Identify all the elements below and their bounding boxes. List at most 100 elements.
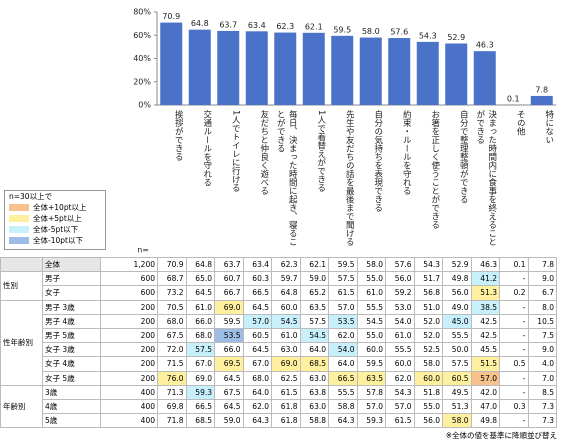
bar xyxy=(530,95,553,105)
bar xyxy=(445,43,468,105)
table-cell: - xyxy=(499,271,529,287)
table-cell: 52.9 xyxy=(442,256,472,273)
table-cell: 65.0 xyxy=(185,271,215,287)
table-cell: 61.0 xyxy=(356,285,386,301)
row-n: 200 xyxy=(100,370,158,386)
table-cell: 61.8 xyxy=(271,413,301,429)
row-label: 3歳 xyxy=(42,384,101,400)
table-cell: 57.5 xyxy=(442,356,472,372)
bar xyxy=(473,51,496,105)
table-cell: 59.5 xyxy=(328,256,358,273)
table-cell: 64.3 xyxy=(242,413,272,429)
table-cell: 59.7 xyxy=(271,271,301,287)
category-label: 自分の気持ちを表現できる xyxy=(372,110,383,212)
table-cell: 67.5 xyxy=(157,327,187,344)
bar xyxy=(302,32,325,106)
table-cell: 51.3 xyxy=(442,398,472,415)
table-cell: 61.8 xyxy=(271,398,301,415)
y-tick-label: 60% xyxy=(133,31,151,40)
table-cell: 7.3 xyxy=(527,413,557,429)
table-cell: 46.3 xyxy=(470,256,500,273)
table-cell: 69.0 xyxy=(185,370,215,386)
table-cell: 63.8 xyxy=(299,384,329,400)
table-cell: 59.3 xyxy=(185,384,215,400)
row-group: 性年齢別 xyxy=(0,299,43,386)
table-cell: 61.5 xyxy=(328,285,358,301)
table-cell: 65.2 xyxy=(299,285,329,301)
table-cell: 57.5 xyxy=(185,342,215,358)
table-cell: 55.0 xyxy=(356,327,386,344)
table-cell: 70.9 xyxy=(157,256,187,273)
table-cell: 54.5 xyxy=(299,327,329,344)
table-cell: 62.0 xyxy=(328,327,358,344)
table-cell: - xyxy=(499,413,529,429)
table-cell: 51.8 xyxy=(413,384,443,400)
category-label: 約束・ルールを守れる xyxy=(401,110,412,195)
data-table: 全体 1,200 70.9 64.8 63.7 63.4 62.3 62.1 59.5 58.0 5… xyxy=(0,256,557,429)
table-cell: - xyxy=(499,384,529,400)
legend-label: 全体-10pt以下 xyxy=(33,236,83,245)
table-cell: 52.5 xyxy=(413,342,443,358)
y-tick-label: 20% xyxy=(133,77,151,86)
value-label: 62.3 xyxy=(276,22,294,31)
table-cell: 76.0 xyxy=(157,370,187,386)
table-cell: 38.5 xyxy=(470,299,500,315)
row-label: 女子 3歳 xyxy=(42,342,101,358)
table-cell: 61.0 xyxy=(271,327,301,344)
table-cell: 53.0 xyxy=(385,299,415,315)
table-cell: 52.0 xyxy=(413,327,443,344)
table-cell: 55.5 xyxy=(356,299,386,315)
category-label: 1人でトイレに行ける xyxy=(230,110,241,192)
table-cell: 9.0 xyxy=(527,271,557,287)
table-cell: 55.5 xyxy=(442,327,472,344)
table-cell: 61.0 xyxy=(185,299,215,315)
table-cell: 63.0 xyxy=(271,342,301,358)
row-label: 男子 xyxy=(42,271,101,287)
legend-swatch xyxy=(9,204,29,211)
table-cell: - xyxy=(499,342,529,358)
table-cell: 58.8 xyxy=(299,413,329,429)
bar xyxy=(217,30,240,106)
table-cell: 67.5 xyxy=(214,384,244,400)
table-cell: 56.0 xyxy=(385,271,415,287)
table-cell: 4.0 xyxy=(527,356,557,372)
row-label: 男子 5歳 xyxy=(42,327,101,344)
value-label: 63.7 xyxy=(219,20,237,29)
table-cell: 42.5 xyxy=(470,313,500,329)
legend: n=30以上で 全体+10pt以上 全体+5pt以上 全体-5pt以下 全体-10pt… xyxy=(4,190,106,250)
table-cell: 54.3 xyxy=(413,256,443,273)
table-cell: 45.5 xyxy=(470,342,500,358)
bar xyxy=(416,41,439,105)
table-cell: 8.5 xyxy=(527,384,557,400)
table-cell: 60.0 xyxy=(413,370,443,386)
row-label: 4歳 xyxy=(42,398,101,415)
table-cell: 60.0 xyxy=(356,342,386,358)
table-cell: 59.2 xyxy=(385,285,415,301)
table-cell: 64.0 xyxy=(328,356,358,372)
table-cell: 64.8 xyxy=(271,285,301,301)
row-n: 200 xyxy=(100,342,158,358)
table-cell: 8.0 xyxy=(527,299,557,315)
table-cell: 59.3 xyxy=(356,413,386,429)
row-label: 女子 4歳 xyxy=(42,356,101,372)
category-label: 交通ルールを守れる xyxy=(201,110,212,187)
table-row: 性年齢別 男子 3歳 200 70.5 61.0 69.0 64.5 60.0 63.5 57.0… xyxy=(0,299,557,386)
legend-item: 全体+10pt以上 xyxy=(5,202,105,213)
bar xyxy=(188,29,211,106)
table-cell: 67.0 xyxy=(185,356,215,372)
table-cell: 60.0 xyxy=(385,356,415,372)
value-label: 7.8 xyxy=(535,85,548,94)
table-cell: 63.5 xyxy=(356,370,386,386)
table-row: 女子 600 73.2 64.5 66.7 66.5 64.8 65.2 61.5 61.0 59.… xyxy=(1,285,557,301)
table-cell: 64.0 xyxy=(242,384,272,400)
category-label: 友だちと仲良く遊べる xyxy=(258,110,269,195)
table-cell: 71.8 xyxy=(157,413,187,429)
row-n: 600 xyxy=(100,271,158,287)
table-cell: 59.5 xyxy=(214,313,244,329)
table-cell: 49.0 xyxy=(442,299,472,315)
table-cell: 63.0 xyxy=(299,370,329,386)
row-label: 女子 5歳 xyxy=(42,370,101,386)
table-cell: 63.7 xyxy=(214,256,244,273)
table-cell: 66.5 xyxy=(328,370,358,386)
table-cell: 7.0 xyxy=(527,370,557,386)
